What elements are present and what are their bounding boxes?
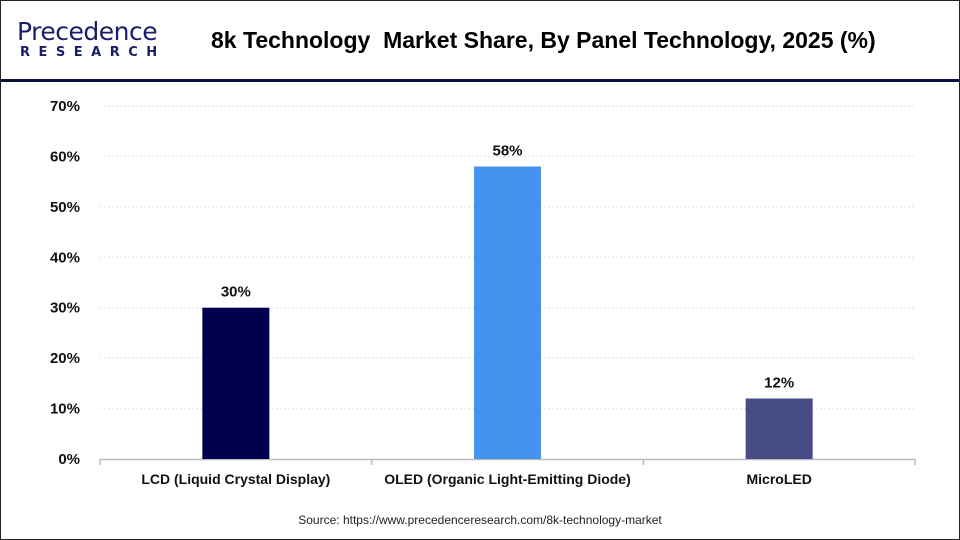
bar-3 [745,398,813,459]
data-label: 58% [492,143,522,160]
source-note: Source: https://www.precedenceresearch.c… [298,513,662,527]
data-label: 30% [221,284,251,301]
logo-line2: RESEARCH [20,45,166,60]
header: Precedence RESEARCH 8k Technology Market… [1,1,959,82]
y-tick-label: 40% [50,249,80,266]
logo-line1: Precedence [17,17,158,46]
y-tick-label: 50% [50,199,80,216]
y-tick-label: 30% [50,300,80,317]
y-tick-label: 70% [50,98,80,115]
precedence-research-logo: Precedence RESEARCH [17,17,166,63]
y-tick-label: 0% [58,451,80,468]
y-tick-label: 20% [50,350,80,367]
y-tick-label: 10% [50,401,80,418]
chart-title: 8k Technology Market Share, By Panel Tec… [211,27,876,53]
x-category-label: LCD (Liquid Crystal Display) [141,471,330,487]
y-tick-label: 60% [50,148,80,165]
x-category-label: OLED (Organic Light-Emitting Diode) [384,471,631,487]
data-label: 12% [764,374,794,391]
bar-1 [202,307,270,459]
x-category-label: MicroLED [746,471,811,487]
bar-2 [474,166,541,459]
